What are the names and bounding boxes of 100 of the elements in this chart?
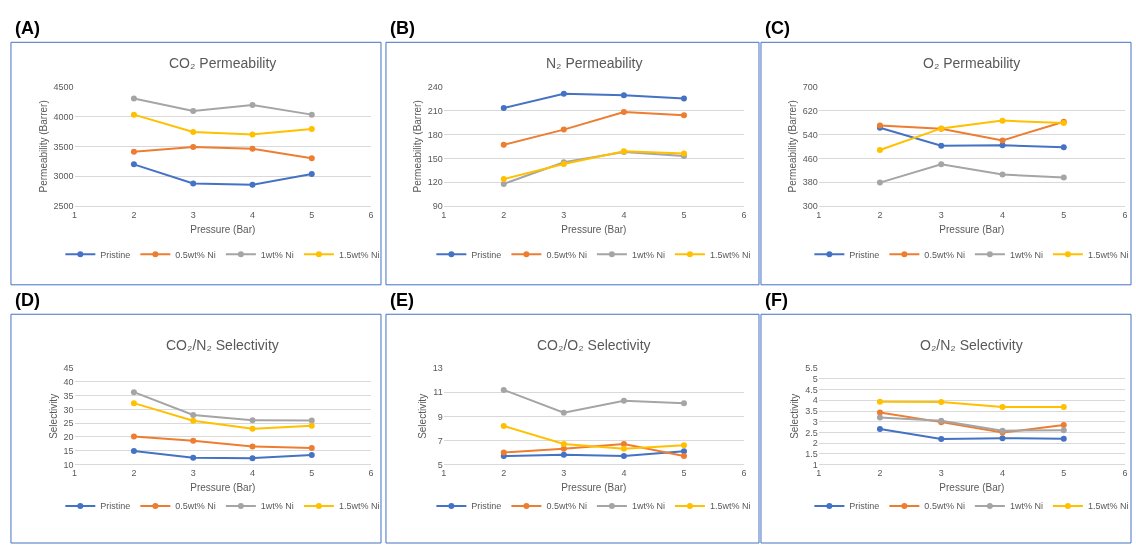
legend-label: Pristine: [100, 501, 131, 512]
y-tick-label: 2: [812, 438, 818, 449]
y-tick-label: 11: [433, 387, 443, 398]
chart-title: O₂/N₂ Selectivity: [920, 337, 1023, 353]
y-tick-label: 3.5: [805, 406, 818, 417]
x-tick-label: 5: [1061, 468, 1067, 479]
y-tick-label: 15: [63, 445, 74, 456]
x-axis-title: Pressure (Bar): [561, 481, 627, 493]
x-axis-title: Pressure (Bar): [561, 223, 627, 235]
legend-label: 1.5wt% Ni: [709, 501, 751, 512]
x-tick-label: 3: [190, 210, 196, 221]
x-tick-label: 2: [131, 210, 137, 221]
y-axis-title: Selectivity: [416, 393, 428, 439]
y-tick-label: 3000: [53, 171, 74, 182]
legend-label: 1wt% Ni: [260, 249, 294, 260]
x-tick-label: 4: [249, 210, 255, 221]
y-tick-label: 40: [63, 377, 74, 388]
y-tick-label: 4.5: [805, 384, 818, 395]
y-tick-label: 240: [427, 81, 443, 92]
x-tick-label: 6: [368, 210, 374, 221]
text: (B): [390, 18, 415, 38]
y-tick-label: 2500: [53, 201, 74, 212]
x-tick-label: 4: [621, 210, 627, 221]
y-tick-label: 1: [812, 459, 818, 470]
y-tick-label: 7: [437, 435, 443, 446]
x-tick-label: 6: [368, 468, 374, 479]
legend-label: 0.5wt% Ni: [546, 249, 587, 260]
x-tick-label: 4: [999, 210, 1005, 221]
y-axis-title: Permeability (Barrer): [37, 100, 49, 193]
x-tick-label: 3: [190, 468, 196, 479]
y-tick-label: 120: [427, 177, 443, 188]
y-axis-title: Permeability (Barrer): [411, 100, 423, 193]
x-tick-label: 4: [621, 468, 627, 479]
legend-label: Pristine: [471, 249, 502, 260]
legend-label: 0.5wt% Ni: [546, 501, 587, 512]
y-tick-label: 3: [812, 416, 818, 427]
y-tick-label: 5: [437, 459, 443, 470]
legend-label: 0.5wt% Ni: [924, 501, 965, 512]
legend-label: Pristine: [849, 249, 880, 260]
x-tick-label: 2: [877, 468, 883, 479]
y-tick-label: 4: [812, 395, 818, 406]
y-tick-label: 540: [802, 129, 818, 140]
text: (D): [15, 290, 40, 310]
legend-label: Pristine: [100, 249, 131, 260]
y-tick-label: 2.5: [805, 427, 818, 438]
chart-title: N₂ Permeability: [546, 55, 643, 71]
legend-label: 0.5wt% Ni: [924, 249, 965, 260]
y-tick-label: 300: [802, 201, 818, 212]
y-axis-title: Selectivity: [789, 393, 801, 439]
y-tick-label: 1.5: [805, 448, 818, 459]
y-tick-label: 3500: [53, 141, 74, 152]
legend-label: 1wt% Ni: [1009, 249, 1043, 260]
legend-label: 1.5wt% Ni: [1087, 249, 1129, 260]
legend-label: 1.5wt% Ni: [338, 249, 380, 260]
x-tick-label: 2: [501, 210, 507, 221]
y-tick-label: 9: [437, 411, 443, 422]
legend-label: 1.5wt% Ni: [709, 249, 751, 260]
x-tick-label: 2: [131, 468, 137, 479]
x-tick-label: 5: [309, 468, 315, 479]
x-tick-label: 6: [1122, 468, 1128, 479]
y-tick-label: 5: [812, 374, 818, 385]
legend-label: 0.5wt% Ni: [175, 501, 216, 512]
x-axis-title: Pressure (Bar): [190, 223, 256, 235]
y-tick-label: 20: [63, 432, 74, 443]
x-tick-label: 5: [1061, 210, 1067, 221]
y-tick-label: 180: [427, 129, 443, 140]
chart-title: O₂ Permeability: [923, 55, 1021, 71]
y-tick-label: 460: [802, 153, 818, 164]
x-tick-label: 4: [999, 468, 1005, 479]
x-tick-label: 6: [741, 210, 747, 221]
x-axis-title: Pressure (Bar): [939, 481, 1005, 493]
x-tick-label: 3: [561, 210, 567, 221]
x-tick-label: 6: [1122, 210, 1128, 221]
x-tick-label: 5: [681, 210, 687, 221]
x-tick-label: 3: [938, 210, 944, 221]
legend-label: 1wt% Ni: [1009, 501, 1043, 512]
y-tick-label: 380: [802, 177, 818, 188]
y-tick-label: 4500: [53, 81, 74, 92]
chart-title: CO₂/O₂ Selectivity: [537, 337, 651, 353]
text: (A): [15, 18, 40, 38]
y-tick-label: 150: [427, 153, 443, 164]
y-axis-title: Selectivity: [47, 393, 59, 439]
legend-label: 1wt% Ni: [260, 501, 294, 512]
y-tick-label: 5.5: [805, 363, 818, 374]
y-axis-title: Permeability (Barrer): [786, 100, 798, 193]
y-tick-label: 13: [432, 363, 443, 374]
x-tick-label: 4: [249, 468, 255, 479]
text: (F): [765, 290, 788, 310]
chart-title: CO₂ Permeability: [169, 55, 277, 71]
legend-label: 1wt% Ni: [631, 501, 665, 512]
y-tick-label: 90: [432, 201, 443, 212]
y-tick-label: 210: [427, 105, 443, 116]
legend-label: Pristine: [471, 501, 502, 512]
x-tick-label: 2: [501, 468, 507, 479]
x-tick-label: 5: [309, 210, 315, 221]
x-tick-label: 2: [877, 210, 883, 221]
x-tick-label: 5: [681, 468, 687, 479]
y-tick-label: 35: [63, 390, 74, 401]
x-axis-title: Pressure (Bar): [939, 223, 1005, 235]
x-tick-label: 3: [561, 468, 567, 479]
